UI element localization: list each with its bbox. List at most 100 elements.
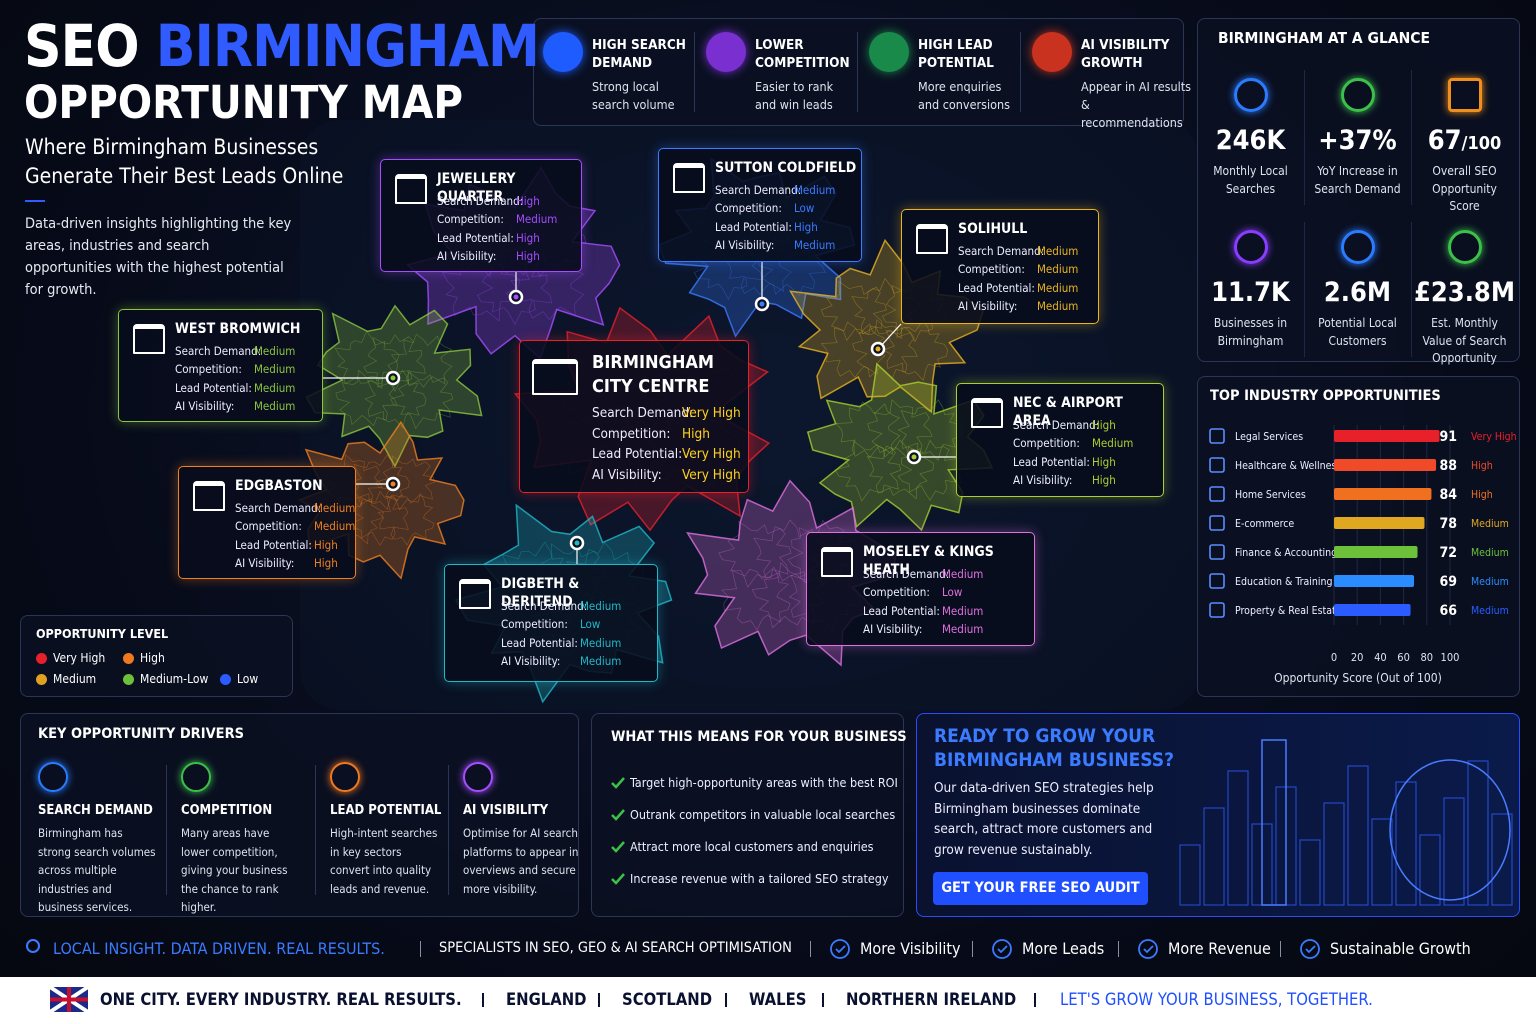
glance-panel [1197,18,1520,362]
area-row-label: Competition: [501,617,568,632]
cta-button[interactable]: GET YOUR FREE SEO AUDIT [933,872,1148,905]
legend-label: Very High [53,651,106,665]
area-row-label: Lead Potential: [437,230,514,245]
area-row-label: AI Visibility: [175,398,235,413]
area-row-label: Search Demand: [1013,418,1100,432]
feature-icon [869,32,909,72]
street [820,280,887,342]
street [334,330,400,389]
legend-label: High [140,651,165,665]
feature-title: HIGH SEARCH DEMAND [592,37,686,71]
glance-label: Potential Local Customers [1318,316,1397,348]
area-card: JEWELLERY QUARTER Search Demand: High Compe… [380,159,582,272]
title-map: OPPORTUNITY MAP [24,76,464,129]
street [820,321,886,379]
glance-value: £23.8M [1411,277,1518,308]
glance-value: 2.6M [1304,277,1411,308]
driver-text: Many areas have lower competition, givin… [181,826,288,914]
driver-icon [463,762,493,792]
area-icon [133,324,165,354]
area-row-value: Medium [314,519,356,534]
area-name: WEST BROMWICH [175,321,301,337]
glance-label: Est. Monthly Value of Search Opportunity [1422,316,1507,365]
area-row-value: Medium [254,398,296,413]
bottom-bar [0,977,1536,1024]
legend-swatch [220,674,231,685]
area-row-label: AI Visibility: [863,621,923,636]
area-card: EDGBASTON Search Demand: Medium Competition… [178,466,356,579]
cta-text: Our data-driven SEO strategies help Birm… [934,780,1154,858]
footer-sep [420,941,421,957]
area-row-value: Medium [254,362,296,377]
area-row-value: Medium [580,635,622,650]
area-row-label: Search Demand: [715,183,802,197]
street [897,399,963,462]
driver-icon [330,762,360,792]
glance-divider [1411,70,1412,205]
area-row-value: Medium [516,212,558,227]
footer-divider [1118,941,1119,957]
footer-divider [810,941,811,957]
area-row-label: Lead Potential: [958,280,1035,295]
area-row-value: High [1092,472,1116,487]
bottom-region: SCOTLAND [622,990,713,1009]
footer-tagline: LOCAL INSIGHT. DATA DRIVEN. REAL RESULTS… [53,939,385,958]
area-row-label: Lead Potential: [175,380,252,395]
features-panel [533,18,1184,126]
area-row-label: Search Demand: [501,599,588,613]
area-row-label: AI Visibility: [592,466,662,483]
feature-icon [1032,32,1072,72]
bottom-closing: LET'S GROW YOUR BUSINESS, TOGETHER. [1060,990,1373,1009]
glance-icon [1234,230,1268,264]
area-icon [916,224,948,254]
footer-benefit: More Visibility [860,939,961,958]
area-row-value: Low [794,201,815,216]
area-row-label: Competition: [437,212,504,227]
street [390,333,453,388]
means-title: WHAT THIS MEANS FOR YOUR BUSINESS [611,729,907,745]
chart-title: TOP INDUSTRY OPPORTUNITIES [1210,388,1441,404]
area-icon [459,579,491,609]
glance-value: 67/100 [1411,125,1518,156]
district [806,362,994,532]
glance-label: Overall SEO Opportunity Score [1432,164,1497,213]
area-row-value: Medium [1092,436,1134,451]
area-row-label: Competition: [592,425,671,442]
area-row-value: Low [942,585,963,600]
bottom-region: NORTHERN IRELAND [846,990,1017,1009]
driver-divider [315,765,316,895]
area-name: SOLIHULL [958,221,1028,237]
glance-divider [1304,222,1305,357]
area-row-label: Search Demand: [958,244,1045,258]
area-icon [971,398,1003,428]
bottom-sep [482,993,484,1007]
feature-icon [543,32,583,72]
legend-panel [20,615,293,697]
glance-icon [1448,78,1482,112]
subtitle: Where Birmingham Businesses Generate The… [25,135,344,188]
area-row-value: Medium [1037,262,1079,277]
area-row-label: Search Demand: [235,501,322,515]
area-row-label: Competition: [863,585,930,600]
area-row-label: Lead Potential: [863,603,940,618]
area-row-value: Medium [314,501,356,515]
means-item: Increase revenue with a tailored SEO str… [630,871,889,886]
area-card: SOLIHULL Search Demand: Medium Competition:… [901,209,1099,324]
bottom-sep [598,993,600,1007]
area-row-value: Medium [254,344,296,358]
street [897,439,962,501]
area-row-label: Competition: [1013,436,1080,451]
area-row-value: Medium [580,599,622,613]
glance-value-number: 11.7K [1211,277,1290,308]
street [835,401,901,459]
area-row-value: Medium [1037,298,1079,313]
area-row-label: AI Visibility: [437,248,497,263]
glance-icon [1234,78,1268,112]
area-row-label: Competition: [715,201,782,216]
drivers-title: KEY OPPORTUNITY DRIVERS [38,726,245,742]
glance-value: +37% [1304,125,1411,156]
feature-title: AI VISIBILITY GROWTH [1081,37,1170,71]
area-name: MOSELEY & KINGS HEATH [863,544,994,578]
area-row-value: High [1092,418,1116,432]
street [364,369,427,429]
